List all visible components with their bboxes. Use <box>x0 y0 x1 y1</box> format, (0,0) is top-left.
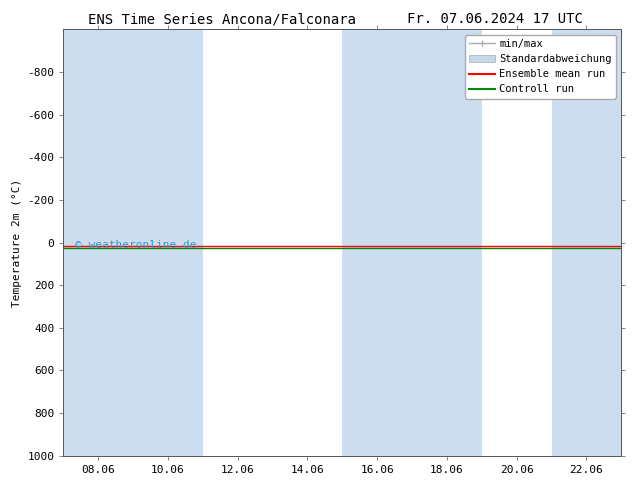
Text: Fr. 07.06.2024 17 UTC: Fr. 07.06.2024 17 UTC <box>406 12 583 26</box>
Bar <box>552 29 621 456</box>
Legend: min/max, Standardabweichung, Ensemble mean run, Controll run: min/max, Standardabweichung, Ensemble me… <box>465 35 616 98</box>
Text: © weatheronline.de: © weatheronline.de <box>75 241 196 250</box>
Bar <box>133 29 203 456</box>
Bar <box>342 29 412 456</box>
Bar <box>63 29 133 456</box>
Bar <box>412 29 482 456</box>
Text: ENS Time Series Ancona/Falconara: ENS Time Series Ancona/Falconara <box>88 12 356 26</box>
Y-axis label: Temperature 2m (°C): Temperature 2m (°C) <box>12 178 22 307</box>
